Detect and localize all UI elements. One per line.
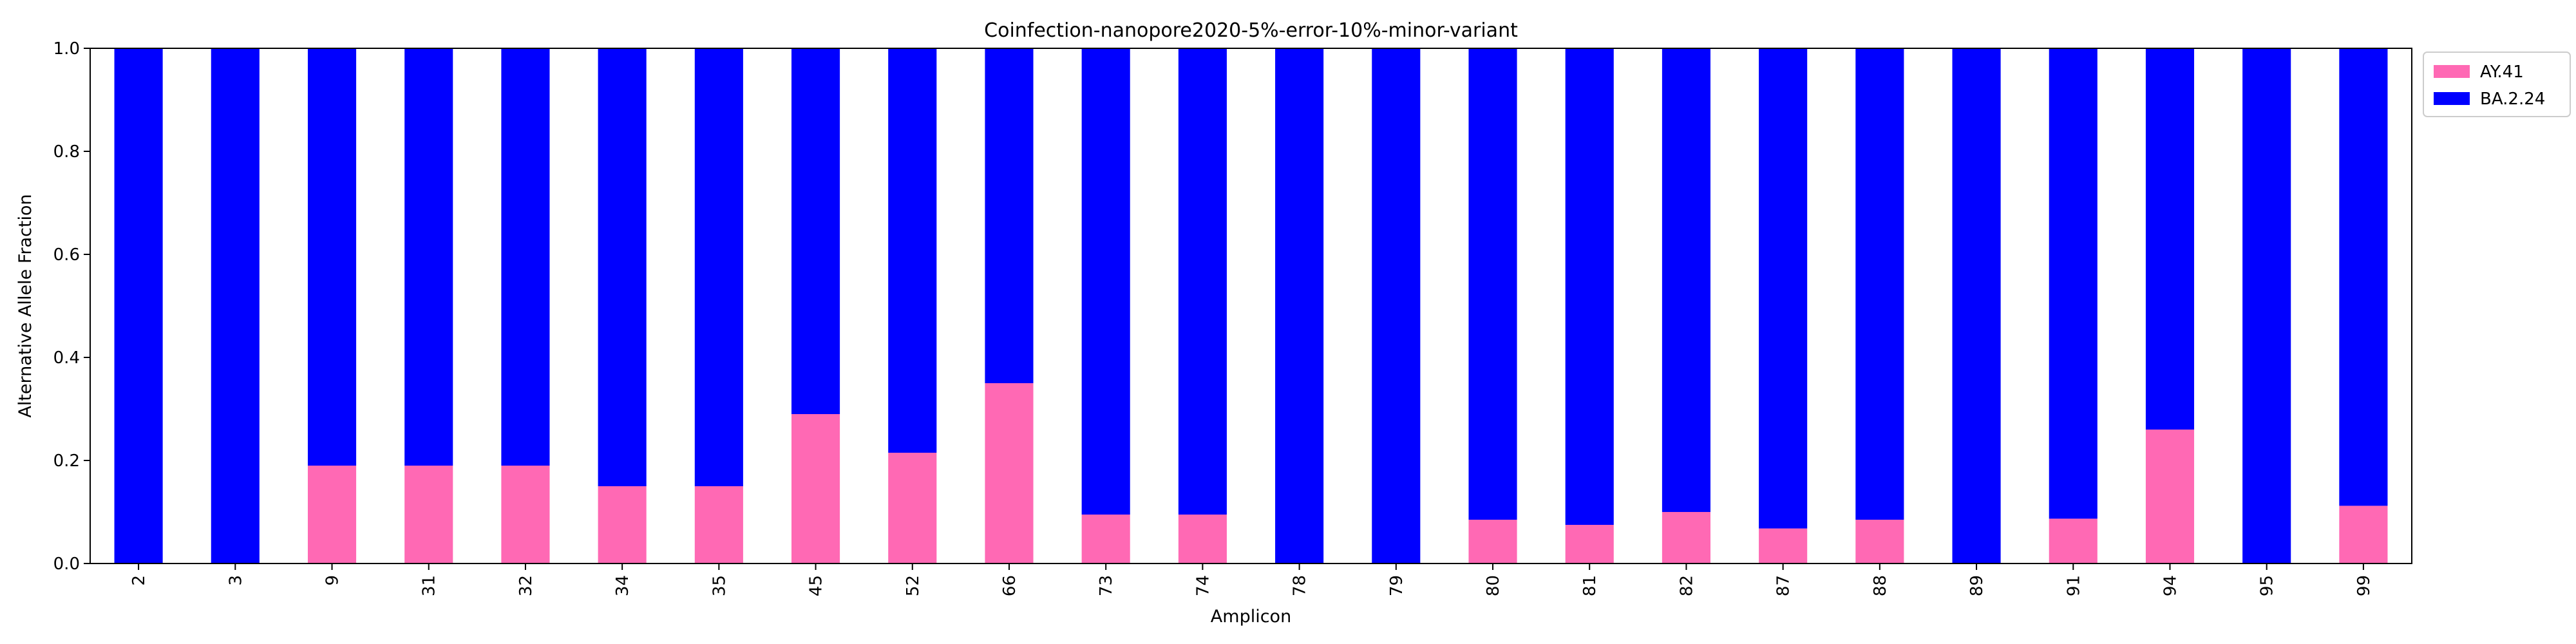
x-tick-label: 9 bbox=[323, 575, 343, 586]
x-tick-label: 2 bbox=[129, 575, 149, 586]
x-tick-label: 80 bbox=[1484, 575, 1503, 596]
y-tick-label: 0.2 bbox=[53, 451, 80, 471]
bar-ba224-80 bbox=[1468, 48, 1517, 520]
x-tick-label: 32 bbox=[516, 575, 536, 596]
bars-group bbox=[114, 48, 2388, 564]
x-tick-label: 34 bbox=[613, 575, 632, 596]
bar-ba224-87 bbox=[1759, 48, 1808, 529]
legend: AY.41 BA.2.24 bbox=[2423, 52, 2571, 117]
x-tick-label: 94 bbox=[2161, 575, 2180, 596]
x-tick-label: 95 bbox=[2258, 575, 2277, 596]
bar-ay41-73 bbox=[1081, 515, 1130, 564]
bar-ba224-52 bbox=[888, 48, 937, 453]
y-tick-label: 1.0 bbox=[53, 39, 80, 59]
bar-ay41-32 bbox=[501, 466, 550, 564]
bar-ay41-91 bbox=[2049, 518, 2098, 564]
bar-ba224-31 bbox=[404, 48, 453, 466]
y-tick-label: 0.6 bbox=[53, 245, 80, 265]
x-tick-label: 73 bbox=[1097, 575, 1116, 596]
bar-ba224-3 bbox=[211, 48, 260, 564]
bar-ba224-88 bbox=[1855, 48, 1904, 520]
y-tick-label: 0.0 bbox=[53, 554, 80, 574]
bar-ay41-82 bbox=[1662, 512, 1710, 564]
x-tick-label: 52 bbox=[904, 575, 923, 596]
y-axis: 0.0 0.2 0.4 0.6 0.8 1.0 bbox=[53, 39, 90, 574]
bar-ba224-74 bbox=[1178, 48, 1227, 515]
legend-label: AY.41 bbox=[2480, 62, 2524, 82]
x-tick-label: 91 bbox=[2064, 575, 2083, 596]
bar-ay41-52 bbox=[888, 453, 937, 564]
bar-ba224-32 bbox=[501, 48, 550, 466]
bar-ay41-35 bbox=[694, 486, 743, 564]
x-tick-label: 79 bbox=[1387, 575, 1406, 596]
bar-ba224-73 bbox=[1081, 48, 1130, 515]
chart-title: Coinfection-nanopore2020-5%-error-10%-mi… bbox=[984, 19, 1518, 42]
bar-ba224-66 bbox=[985, 48, 1034, 383]
bar-ay41-74 bbox=[1178, 515, 1227, 564]
x-tick-label: 89 bbox=[1967, 575, 1987, 596]
legend-label: BA.2.24 bbox=[2480, 90, 2545, 109]
x-tick-label: 88 bbox=[1871, 575, 1890, 596]
bar-ay41-45 bbox=[791, 414, 840, 564]
x-tick-label: 81 bbox=[1580, 575, 1600, 596]
x-tick-label: 31 bbox=[420, 575, 439, 596]
bar-ba224-45 bbox=[791, 48, 840, 414]
y-tick-label: 0.8 bbox=[53, 142, 80, 162]
bar-ba224-82 bbox=[1662, 48, 1710, 512]
x-tick-label: 45 bbox=[807, 575, 826, 596]
bar-ay41-80 bbox=[1468, 520, 1517, 564]
y-tick-label: 0.4 bbox=[53, 348, 80, 368]
bar-ba224-94 bbox=[2145, 48, 2195, 430]
bar-ba224-91 bbox=[2049, 48, 2098, 519]
bar-ba224-81 bbox=[1565, 48, 1614, 525]
x-tick-label: 74 bbox=[1193, 575, 1213, 596]
x-tick-label: 82 bbox=[1677, 575, 1696, 596]
bar-ba224-95 bbox=[2242, 48, 2291, 564]
bar-ba224-35 bbox=[694, 48, 743, 486]
x-axis: 2 3 9 31 32 34 35 45 52 66 73 74 78 79 80 81 82 87 88 89 91 9… bbox=[129, 564, 2374, 596]
bar-ay41-66 bbox=[985, 383, 1034, 564]
bar-ba224-34 bbox=[598, 48, 647, 486]
bar-ba224-2 bbox=[114, 48, 163, 564]
x-tick-label: 87 bbox=[1774, 575, 1794, 596]
bar-ay41-34 bbox=[598, 486, 647, 564]
x-tick-label: 66 bbox=[1000, 575, 1019, 596]
bar-ay41-94 bbox=[2145, 430, 2195, 564]
x-axis-label: Amplicon bbox=[1211, 607, 1291, 627]
bar-ba224-79 bbox=[1372, 48, 1421, 564]
legend-swatch bbox=[2434, 65, 2470, 78]
bar-ay41-31 bbox=[404, 466, 453, 564]
x-tick-label: 35 bbox=[710, 575, 729, 596]
x-tick-label: 78 bbox=[1291, 575, 1310, 596]
bar-ay41-81 bbox=[1565, 525, 1614, 564]
bar-ay41-87 bbox=[1759, 528, 1808, 564]
bar-ay41-99 bbox=[2339, 506, 2388, 564]
x-tick-label: 99 bbox=[2354, 575, 2374, 596]
bar-ba224-78 bbox=[1275, 48, 1324, 564]
plot-frame bbox=[90, 48, 2412, 564]
bar-ba224-99 bbox=[2339, 48, 2388, 506]
x-tick-label: 3 bbox=[226, 575, 245, 586]
bar-ay41-88 bbox=[1855, 520, 1904, 564]
legend-swatch bbox=[2434, 92, 2470, 105]
y-axis-label: Alternative Allele Fraction bbox=[15, 194, 35, 417]
bar-ba224-9 bbox=[307, 48, 357, 466]
bar-ba224-89 bbox=[1952, 48, 2001, 564]
bar-ay41-9 bbox=[307, 466, 357, 564]
